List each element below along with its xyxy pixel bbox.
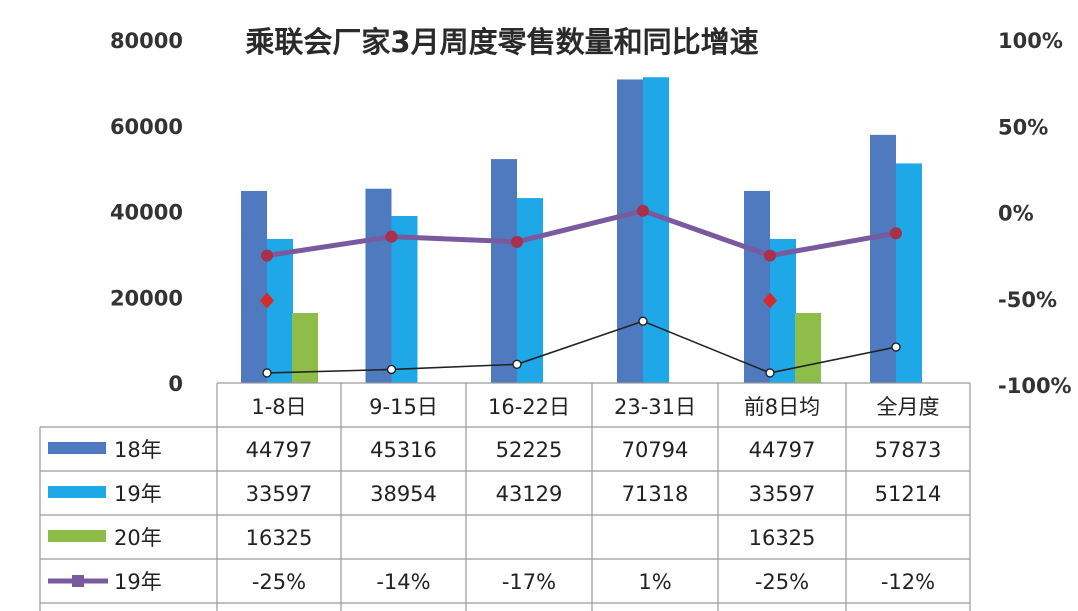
left-axis-ticks: 80000 60000 40000 20000 0	[110, 29, 183, 396]
table-cell: -14%	[376, 570, 430, 594]
growth-marker-20	[512, 359, 522, 369]
bar-19年	[267, 238, 293, 383]
table-cell: 43129	[496, 482, 563, 506]
growth-marker-19	[511, 235, 523, 248]
legend-key-marker	[72, 575, 84, 587]
category-label: 23-31日	[614, 395, 696, 419]
table-cell: 33597	[246, 482, 313, 506]
bar-18年	[365, 188, 392, 383]
right-tick-label: -50%	[998, 288, 1057, 312]
growth-marker-19	[637, 204, 649, 217]
growth-marker-19	[261, 249, 273, 262]
bar-18年	[744, 190, 770, 383]
table-cell: 70794	[622, 438, 689, 462]
growth-marker-20	[765, 368, 775, 378]
left-tick-label: 40000	[110, 201, 183, 225]
category-label: 1-8日	[251, 395, 306, 419]
growth-line-19	[266, 208, 897, 259]
legend-key-20年	[48, 530, 106, 542]
category-label: 16-22日	[488, 395, 570, 419]
bar-20年	[795, 313, 821, 383]
legend-key-18年	[48, 442, 106, 454]
table-cell: 44797	[749, 438, 816, 462]
right-tick-label: 0%	[998, 202, 1034, 226]
table-cell: -25%	[252, 570, 306, 594]
legend-label: 19年	[114, 570, 162, 594]
right-axis-ticks: 100% 50% 0% -50% -100%	[998, 29, 1072, 398]
growth-marker-19	[385, 230, 398, 243]
table-cell: 57873	[875, 438, 942, 462]
right-tick-label: 100%	[998, 29, 1063, 53]
left-tick-label: 20000	[110, 286, 183, 310]
bar-18年	[491, 159, 517, 383]
bar-18年	[241, 190, 267, 383]
table-cell: 44797	[246, 438, 313, 462]
category-label: 全月度	[877, 395, 940, 419]
table-cell: -12%	[881, 570, 935, 594]
table-cell: 38954	[370, 482, 437, 506]
table-cell: 16325	[749, 526, 816, 550]
bar-19年	[896, 163, 922, 383]
table-cell: 1%	[638, 570, 671, 594]
bar-19年	[517, 198, 543, 383]
growth-marker-19	[764, 249, 776, 262]
table-cell: 51214	[875, 482, 942, 506]
growth-point-20	[763, 292, 777, 309]
bar-19年	[643, 77, 669, 384]
table-cell: 16325	[246, 526, 313, 550]
left-tick-label: 80000	[110, 29, 183, 53]
table-cell: 71318	[622, 482, 689, 506]
data-table: 1-8日 9-15日 16-22日 23-31日 前8日均 全月度 18年 44797 4531…	[39, 382, 971, 611]
bars	[241, 77, 922, 384]
left-tick-label: 60000	[110, 115, 183, 139]
category-label: 前8日均	[744, 395, 820, 419]
right-tick-label: 50%	[998, 115, 1048, 139]
bar-19年	[770, 238, 796, 383]
legend-key-19年	[48, 486, 106, 498]
growth-marker-19	[890, 227, 902, 240]
bar-18年	[617, 79, 643, 383]
growth-marker-20	[638, 316, 648, 326]
growth-line-20	[266, 320, 897, 374]
table-cell: -17%	[502, 570, 556, 594]
table-cell: -25%	[755, 570, 809, 594]
right-tick-label: -100%	[998, 374, 1072, 398]
left-tick-label: 0	[168, 372, 183, 396]
bar-18年	[870, 134, 896, 383]
legend-label: 19年	[114, 482, 162, 506]
table-cell: 52225	[496, 438, 563, 462]
table-cell: 33597	[749, 482, 816, 506]
lines	[260, 204, 902, 378]
bar-19年	[391, 215, 418, 383]
legend-label: 20年	[114, 526, 162, 550]
growth-marker-20	[386, 364, 397, 375]
legend-label: 18年	[114, 438, 162, 462]
table-cell: 45316	[370, 438, 437, 462]
growth-marker-20	[891, 342, 901, 352]
growth-point-20	[260, 292, 274, 309]
growth-marker-20	[262, 368, 272, 378]
category-label: 9-15日	[369, 395, 438, 419]
chart-title: 乘联会厂家3月周度零售数量和同比增速	[245, 25, 758, 59]
